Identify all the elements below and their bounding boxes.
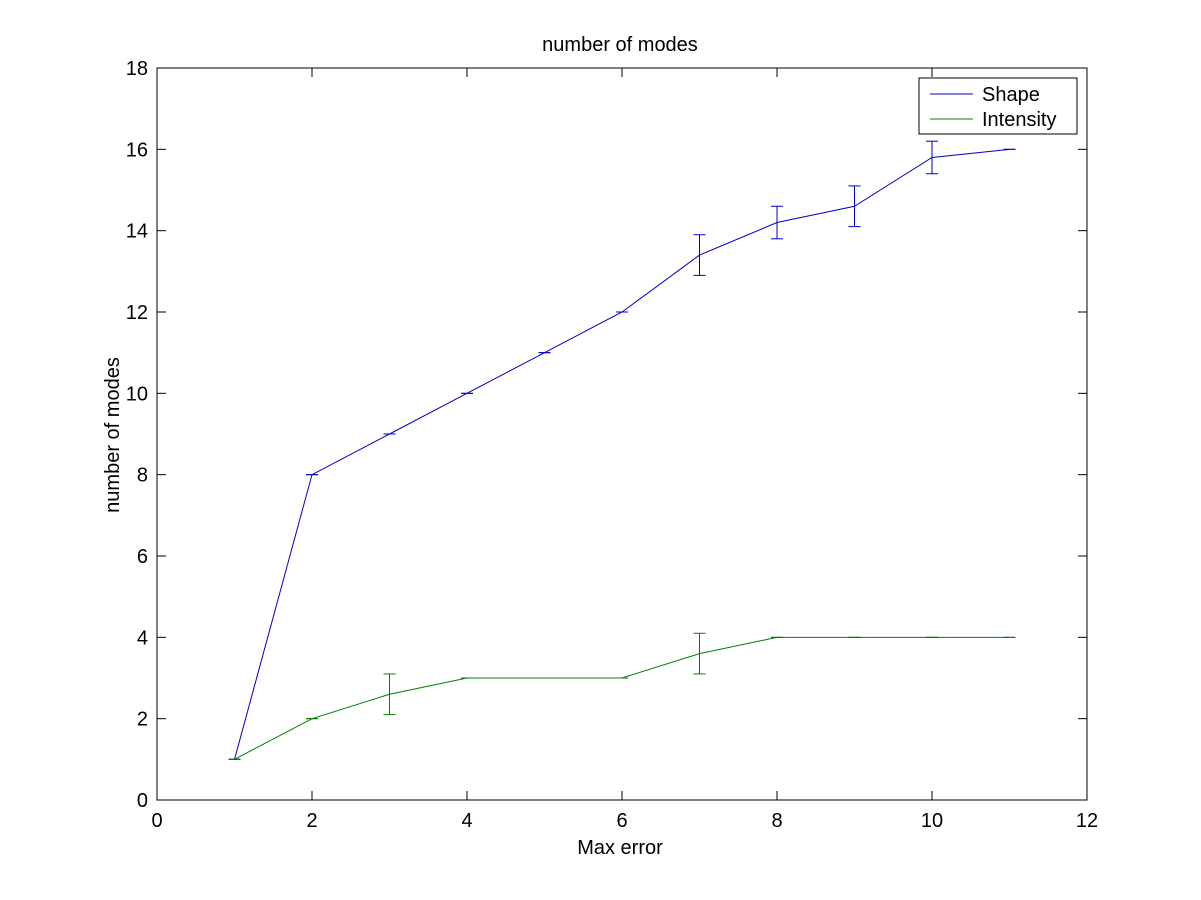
x-tick-label: 8	[771, 810, 782, 832]
y-tick-label: 0	[137, 790, 148, 812]
legend: Shape Intensity	[918, 77, 1078, 135]
y-tick-label: 18	[126, 58, 148, 80]
legend-label: Shape	[982, 84, 1040, 106]
error-bar	[383, 673, 396, 716]
x-tick-label: 10	[921, 810, 943, 832]
axes-box	[156, 67, 1088, 801]
y-tick-label: 4	[137, 627, 148, 649]
x-tick-label: 4	[461, 810, 472, 832]
y-axis-title: number of modes	[102, 357, 124, 513]
error-bar	[771, 205, 783, 240]
error-bar	[926, 140, 938, 175]
legend-item-intensity: Intensity	[930, 109, 1056, 131]
y-tick-label: 14	[126, 221, 148, 243]
y-tick-label: 16	[126, 139, 148, 161]
legend-item-shape: Shape	[930, 84, 1040, 106]
x-tick-label: 2	[306, 810, 317, 832]
x-tick-label: 6	[616, 810, 627, 832]
chart-title: number of modes	[542, 34, 698, 56]
y-tick-label: 6	[137, 546, 148, 568]
error-bar	[848, 185, 861, 228]
y-tick-label: 8	[137, 465, 148, 487]
x-tick-label: 0	[151, 810, 162, 832]
error-bar	[693, 632, 706, 675]
legend-box	[918, 77, 1078, 135]
legend-label: Intensity	[982, 109, 1056, 131]
error-bar	[693, 234, 706, 276]
x-tick-label: 12	[1076, 810, 1098, 832]
y-tick-label: 12	[126, 302, 148, 324]
x-axis-title: Max error	[577, 837, 663, 859]
series-intensity	[228, 632, 1016, 760]
y-tick-label: 2	[137, 709, 148, 731]
plot-area: 0 2 4 6 8 10 12 0 2 4 6 8 10 12 14 16 18	[126, 58, 1098, 832]
y-tick-label: 10	[126, 383, 148, 405]
